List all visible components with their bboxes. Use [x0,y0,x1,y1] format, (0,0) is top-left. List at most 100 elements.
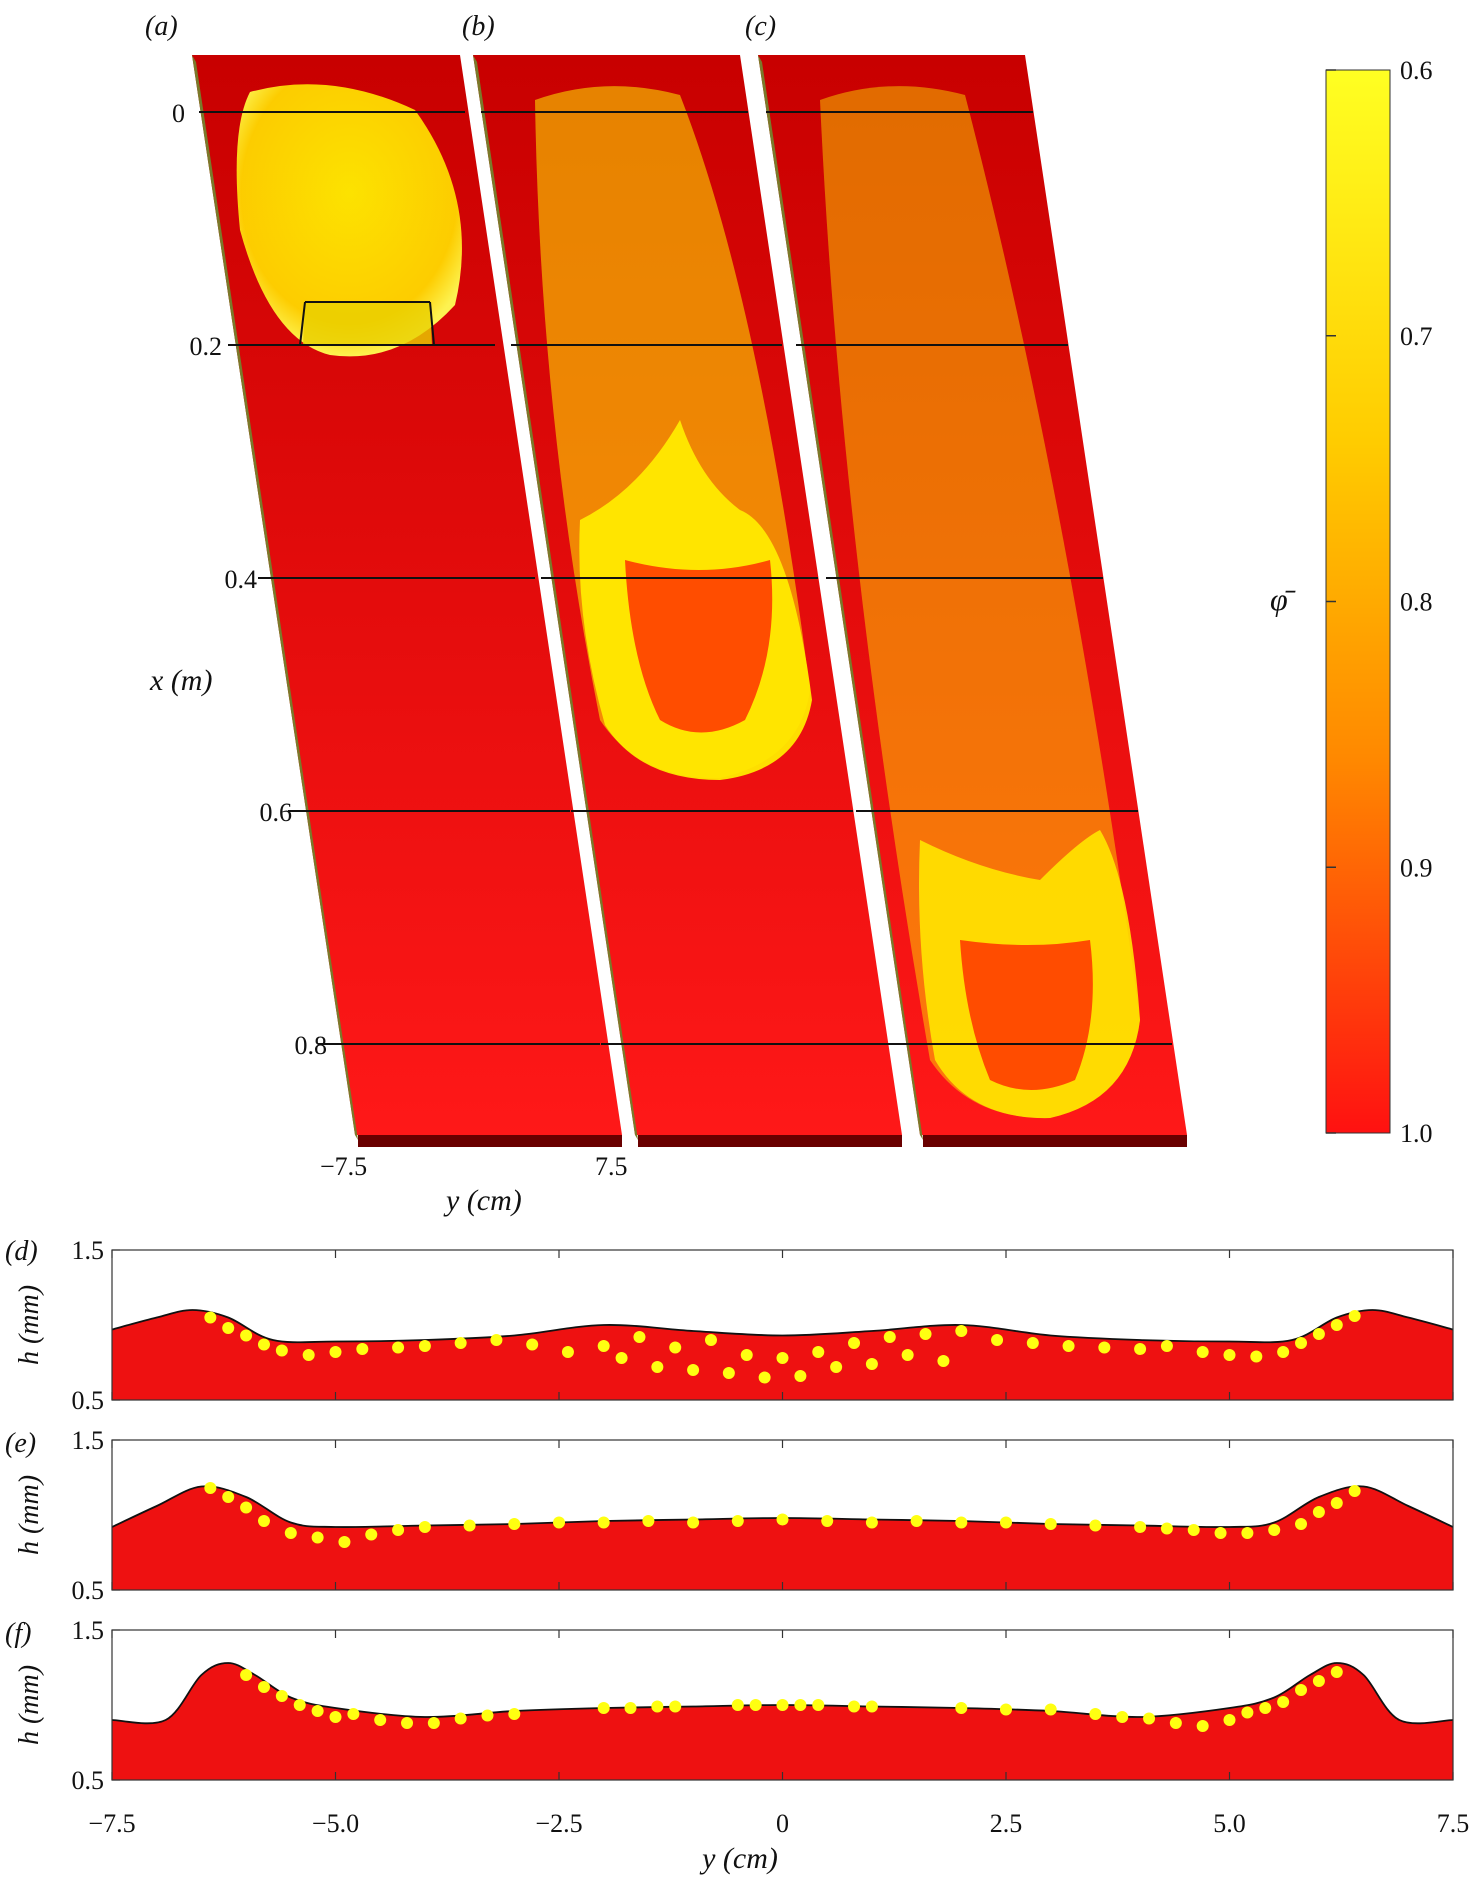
sample-point [651,1361,664,1373]
y-tick-label: 0.5 [72,1766,105,1795]
x-tick-4: 0.8 [295,1031,328,1060]
x-tick-3: 0.6 [260,798,293,827]
sample-point [561,1346,574,1358]
sample-point [374,1714,387,1726]
sample-point [1196,1346,1209,1358]
sample-point [597,1702,610,1714]
sample-point [865,1516,878,1529]
sample-point [347,1708,360,1720]
x-axis-label: x (m) [149,664,212,697]
profile-area [112,1663,1453,1780]
sample-point [1000,1516,1012,1529]
sample-point [293,1699,306,1711]
sample-point [883,1331,896,1343]
panel-label-d: (d) [5,1236,38,1267]
panel-label-c: (c) [745,11,776,42]
sample-point [401,1717,414,1729]
sample-point [794,1699,807,1711]
sample-point [204,1311,217,1324]
x-axis-3d: 0 0.2 0.4 0.6 0.8 x (m) [149,99,327,1060]
sample-point [1143,1712,1156,1725]
sample-point [669,1341,682,1354]
sample-point [624,1702,637,1714]
y-axis-label: h (mm) [14,1285,45,1365]
sample-point [490,1334,503,1346]
sample-point [615,1352,628,1364]
sample-point [937,1355,950,1367]
sample-point [454,1337,467,1349]
sample-point [222,1322,235,1334]
colorbar-gradient [1325,69,1391,1134]
sample-point [1214,1527,1227,1539]
sample-point [1348,1485,1361,1497]
sample-point [597,1340,610,1352]
y-tick-left: −7.5 [320,1152,367,1181]
y-tick-right: 7.5 [595,1152,628,1181]
sample-point [302,1349,315,1361]
sample-point [642,1515,655,1527]
strip-b [473,55,902,1147]
sample-point [865,1700,878,1713]
sample-point [651,1700,664,1713]
sample-point [749,1699,762,1711]
sample-point [687,1364,700,1376]
x-station-lines [199,111,1172,1045]
colorbar-tick-label: 0.8 [1400,588,1433,617]
sample-point [1134,1521,1147,1533]
sample-point [830,1361,843,1373]
sample-point [991,1334,1004,1346]
y-axis-label: h (mm) [14,1665,45,1745]
sample-point [392,1524,405,1536]
profile-area [112,1486,1453,1590]
sample-point [794,1370,807,1382]
sample-point [1312,1328,1325,1340]
x-tick-0: 0 [172,99,185,128]
sample-point [311,1705,324,1717]
x-tick-label: −7.5 [88,1809,135,1838]
profiles-x-axis: −7.5 −5.0 −2.5 0 2.5 5.0 7.5 [88,1809,1469,1838]
sample-point [1160,1522,1173,1535]
sample-point [204,1482,217,1494]
colorbar-tick-label: 1.0 [1400,1119,1433,1148]
sample-point [812,1699,825,1711]
sample-point [633,1331,646,1343]
surface-strips [192,55,1187,1147]
x-tick-label: −2.5 [535,1809,582,1838]
sample-point [526,1338,539,1351]
sample-point [776,1699,789,1711]
sample-point [508,1518,521,1530]
y-tick-label: 0.5 [72,1386,105,1415]
x-tick-label: −5.0 [312,1809,359,1838]
colorbar-tick-label: 0.9 [1400,853,1433,882]
sample-point [758,1371,771,1384]
sample-point [1000,1703,1012,1716]
profile-line [111,1309,1454,1344]
sample-point [776,1352,789,1364]
sample-point [955,1516,968,1529]
sample-point [1223,1349,1236,1361]
sample-point [955,1325,968,1337]
sample-point [1259,1702,1272,1714]
x-tick-label: 2.5 [990,1809,1023,1838]
panel-label-f: (f) [5,1618,31,1649]
strip-a-blob [236,84,462,357]
sample-point [454,1712,467,1725]
sample-point [240,1329,253,1342]
sample-point [776,1513,789,1526]
sample-point [508,1708,521,1720]
sample-point [463,1519,476,1532]
sample-point [1241,1706,1254,1719]
sample-point [275,1690,288,1702]
colorbar-label: φ̄ [1270,581,1296,617]
panel-label-e: (e) [5,1428,36,1459]
sample-point [1062,1340,1075,1352]
y-axis-3d: −7.5 7.5 y (cm) [320,1152,628,1217]
sample-point [597,1516,610,1529]
sample-point [329,1711,342,1723]
sample-point [284,1527,297,1539]
sample-point [1295,1684,1308,1696]
y-tick-label: 1.5 [72,1236,105,1265]
sample-point [669,1700,682,1713]
profile-panels: 0.5 1.5 h (mm) 0.5 1.5 h (mm) 0.5 1.5 h (mm) [14,1236,1454,1795]
y-axis-label: h (mm) [14,1475,45,1555]
